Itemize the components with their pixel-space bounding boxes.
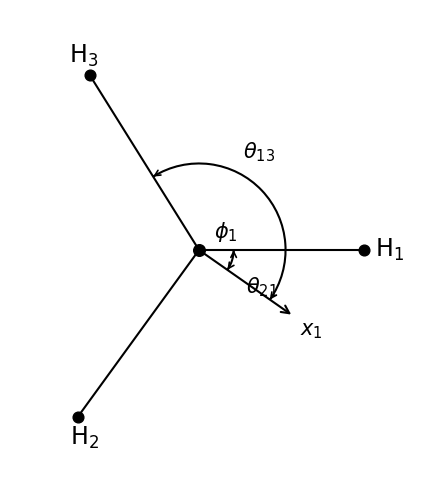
Point xyxy=(86,72,93,80)
Text: $\theta_{21}$: $\theta_{21}$ xyxy=(246,276,277,299)
Text: $x_1$: $x_1$ xyxy=(299,321,322,341)
Text: $\theta_{13}$: $\theta_{13}$ xyxy=(243,140,274,164)
Text: H$_1$: H$_1$ xyxy=(374,237,402,263)
Text: $\phi_1$: $\phi_1$ xyxy=(213,220,237,244)
Point xyxy=(74,412,81,420)
Text: H$_2$: H$_2$ xyxy=(70,425,98,451)
Point xyxy=(195,246,202,254)
Point xyxy=(359,246,366,254)
Text: H$_3$: H$_3$ xyxy=(69,42,98,68)
